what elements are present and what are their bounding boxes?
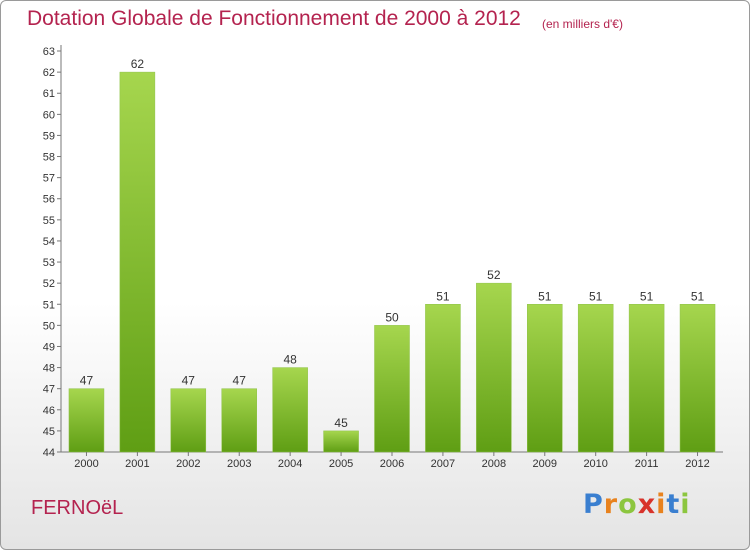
bar-value-label: 47 bbox=[80, 374, 94, 388]
y-tick-label: 53 bbox=[43, 257, 55, 269]
x-tick-label: 2010 bbox=[583, 458, 607, 470]
bar bbox=[374, 325, 410, 453]
y-tick-label: 44 bbox=[43, 447, 55, 459]
y-tick-label: 52 bbox=[43, 278, 55, 290]
y-tick-label: 45 bbox=[43, 426, 55, 438]
bar bbox=[476, 282, 512, 453]
x-tick-label: 2003 bbox=[227, 458, 251, 470]
x-tick-label: 2004 bbox=[278, 458, 302, 470]
bar-value-label: 51 bbox=[589, 289, 603, 303]
x-tick-label: 2005 bbox=[329, 458, 353, 470]
bar bbox=[221, 388, 257, 453]
bar bbox=[272, 367, 308, 453]
bar-value-label: 51 bbox=[691, 289, 705, 303]
bar bbox=[68, 388, 105, 453]
proxiti-logo: Proxiti bbox=[583, 489, 691, 520]
y-tick-label: 61 bbox=[43, 88, 55, 100]
logo-letter: i bbox=[680, 489, 691, 520]
y-tick-label: 60 bbox=[43, 109, 55, 121]
x-tick-label: 2012 bbox=[685, 458, 709, 470]
bar-value-label: 45 bbox=[334, 416, 348, 430]
bar bbox=[628, 304, 665, 453]
bar-value-label: 47 bbox=[233, 374, 247, 388]
bar bbox=[679, 304, 716, 453]
x-tick-label: 2008 bbox=[482, 458, 506, 470]
logo-letter: r bbox=[603, 489, 619, 520]
bar bbox=[119, 71, 156, 453]
chart-title: Dotation Globale de Fonctionnement de 20… bbox=[27, 7, 521, 30]
y-tick-label: 54 bbox=[43, 236, 55, 248]
y-tick-label: 63 bbox=[43, 46, 55, 58]
bar-value-label: 51 bbox=[538, 289, 552, 303]
x-tick-label: 2001 bbox=[125, 458, 149, 470]
bar bbox=[323, 430, 359, 453]
bar-value-label: 47 bbox=[182, 374, 196, 388]
y-tick-label: 51 bbox=[43, 299, 55, 311]
y-tick-label: 62 bbox=[43, 67, 55, 79]
commune-name: FERNOëL bbox=[31, 497, 124, 519]
bar bbox=[527, 304, 563, 453]
logo-letter: x bbox=[637, 489, 657, 520]
chart-subtitle: (en milliers d'€) bbox=[542, 17, 623, 31]
y-tick-label: 50 bbox=[43, 320, 55, 332]
logo-letter: t bbox=[666, 489, 681, 520]
x-tick-label: 2009 bbox=[533, 458, 557, 470]
y-tick-label: 49 bbox=[43, 341, 55, 353]
bar-value-label: 62 bbox=[131, 57, 145, 71]
bar-value-label: 51 bbox=[640, 289, 654, 303]
y-tick-label: 57 bbox=[43, 173, 55, 185]
x-tick-label: 2002 bbox=[176, 458, 200, 470]
x-tick-label: 2007 bbox=[431, 458, 455, 470]
bar-value-label: 52 bbox=[487, 268, 501, 282]
y-tick-label: 48 bbox=[43, 363, 55, 375]
bar-value-label: 50 bbox=[385, 310, 399, 324]
bar-value-label: 51 bbox=[436, 289, 450, 303]
bar bbox=[425, 304, 461, 453]
y-tick-label: 46 bbox=[43, 405, 55, 417]
bar-value-label: 48 bbox=[283, 353, 297, 367]
y-tick-label: 47 bbox=[43, 384, 55, 396]
bar bbox=[577, 304, 614, 453]
y-tick-label: 55 bbox=[43, 215, 55, 227]
logo-letter: o bbox=[618, 489, 638, 520]
y-tick-label: 58 bbox=[43, 152, 55, 164]
x-tick-label: 2011 bbox=[635, 458, 659, 470]
logo-letter: i bbox=[656, 489, 667, 520]
x-tick-label: 2000 bbox=[74, 458, 98, 470]
x-tick-label: 2006 bbox=[380, 458, 404, 470]
bar bbox=[170, 388, 207, 453]
y-tick-label: 59 bbox=[43, 130, 55, 142]
logo-letter: P bbox=[583, 489, 604, 520]
y-tick-label: 56 bbox=[43, 194, 55, 206]
